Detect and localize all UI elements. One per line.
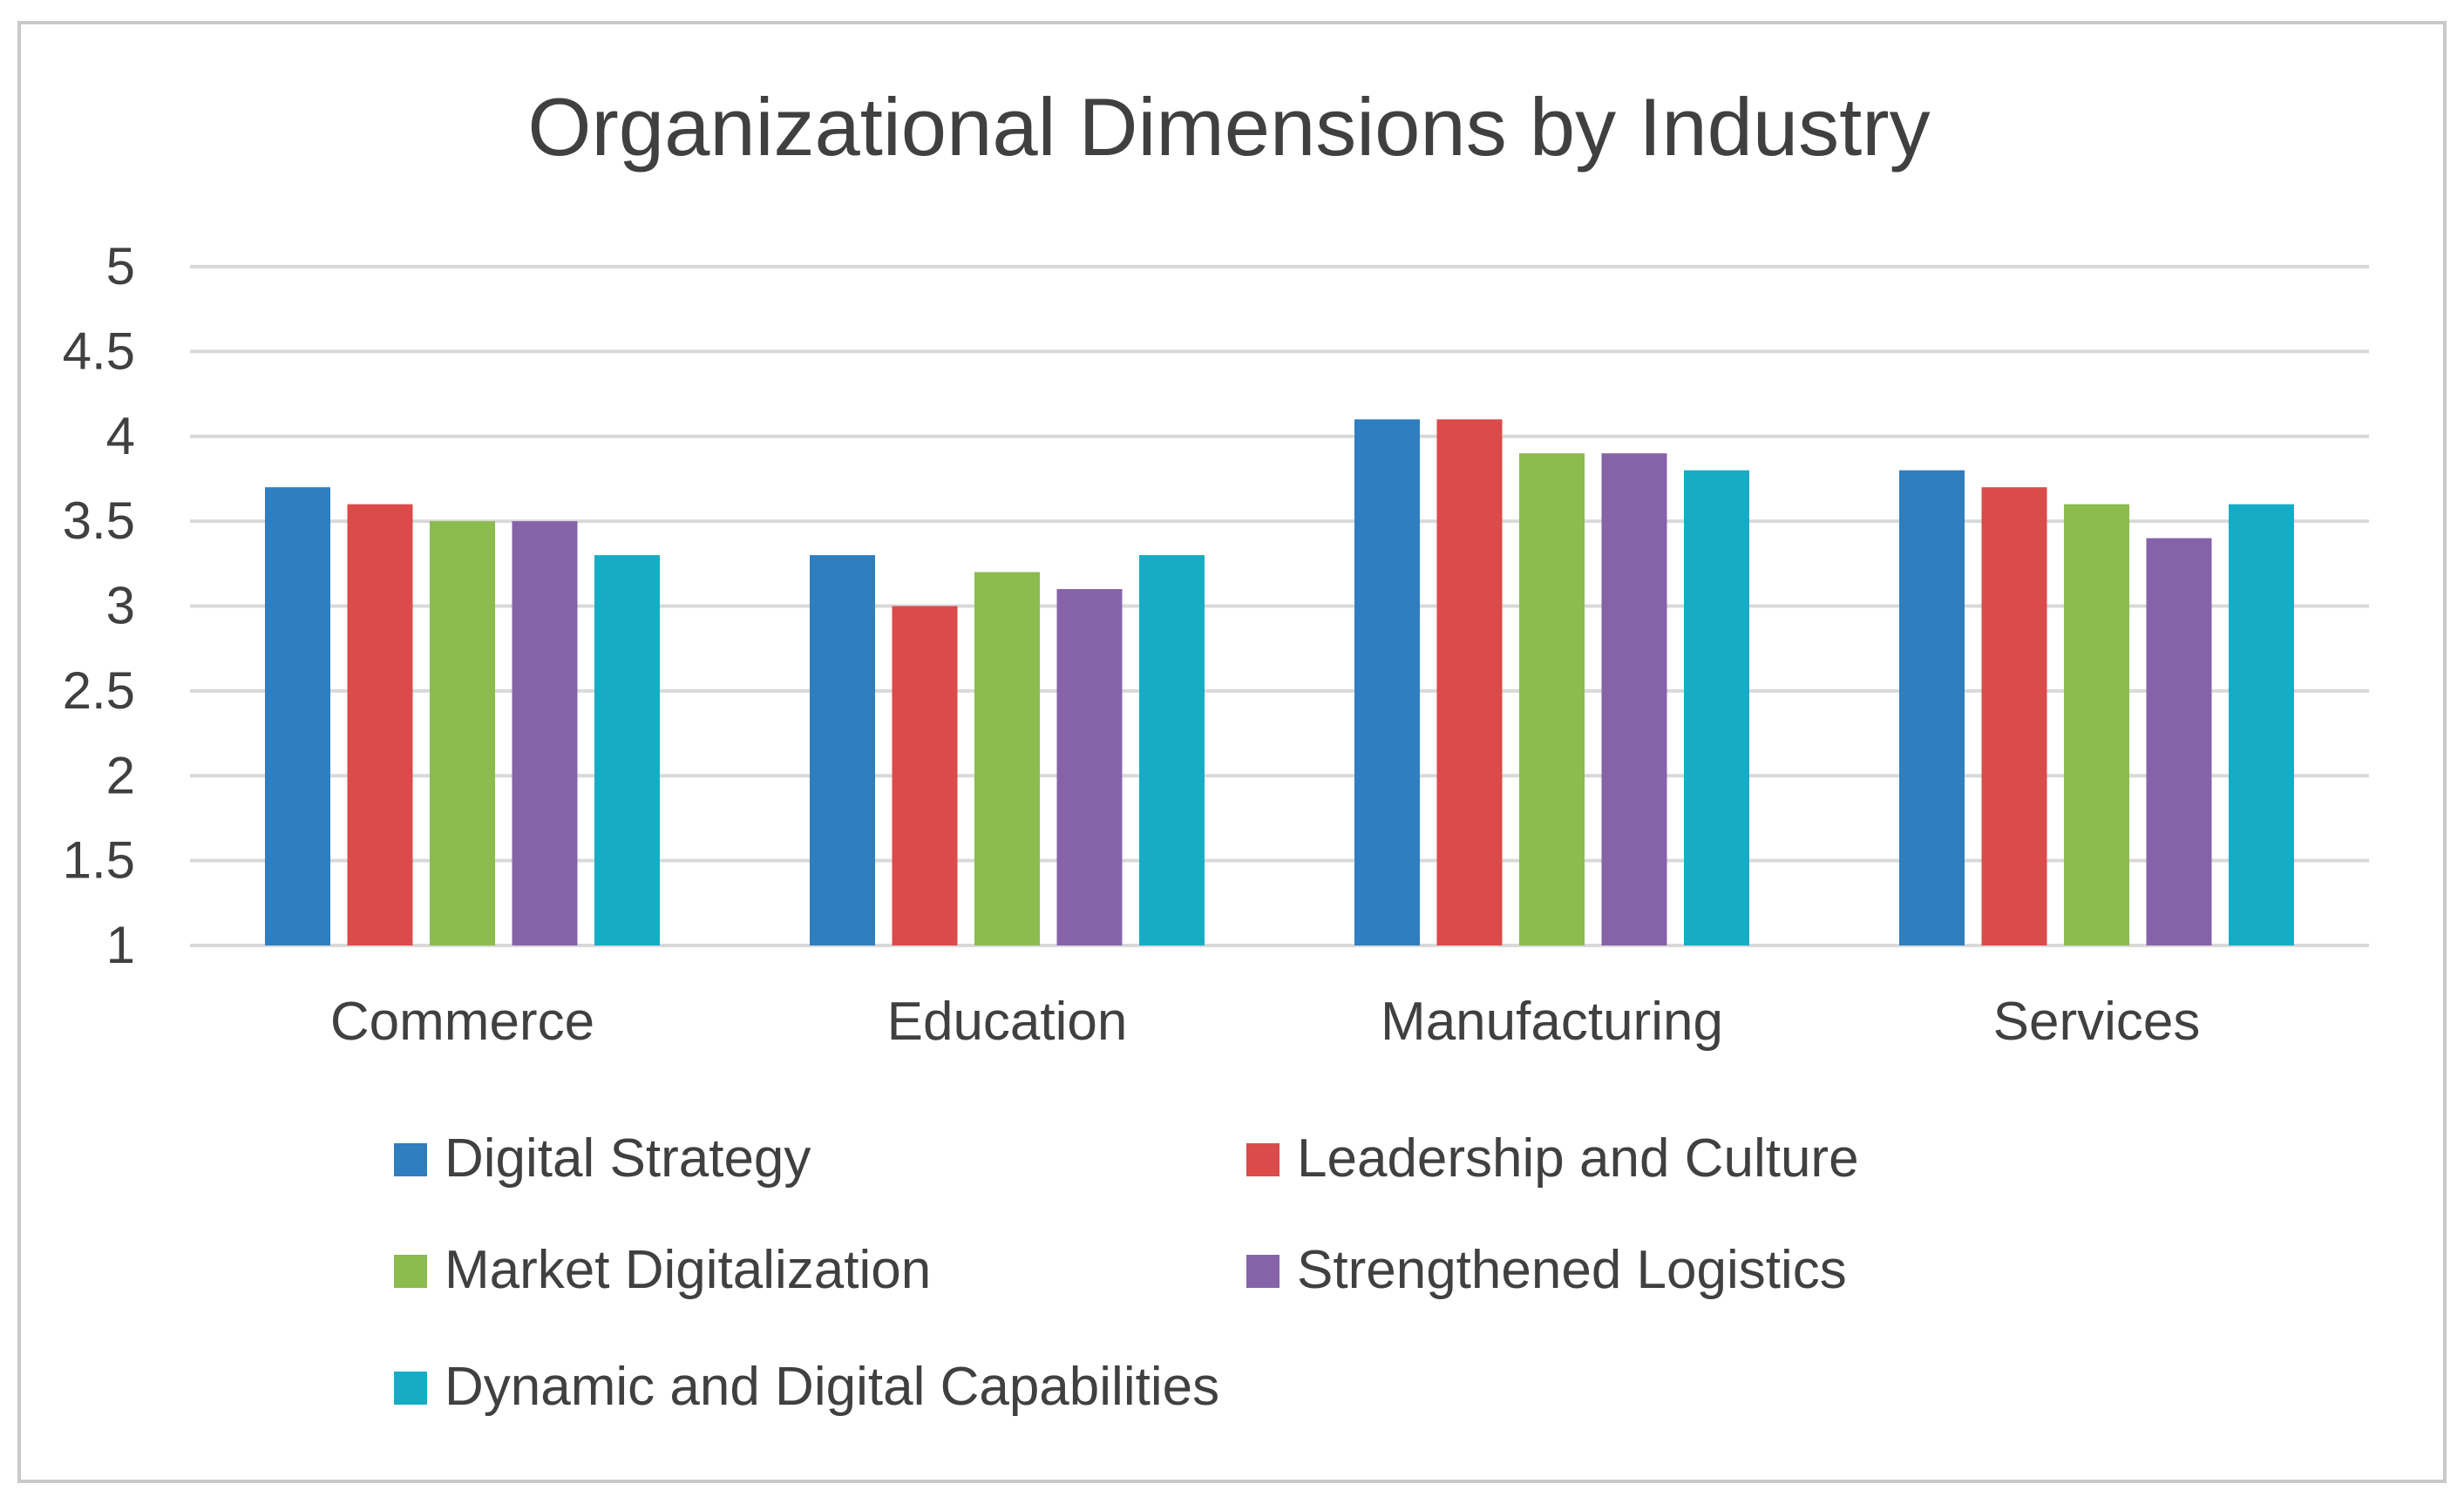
bar-leadership-and-culture-manufacturing (1436, 419, 1503, 945)
bars (265, 419, 2294, 945)
bar-digital-strategy-commerce (265, 487, 330, 945)
y-axis-ticks: 1 1.5 2 2.5 3 3.5 4 4.5 5 (63, 237, 135, 974)
legend-item: Leadership and Culture (1246, 1128, 1859, 1189)
bar-leadership-and-culture-commerce (347, 504, 413, 945)
y-tick-label: 4.5 (63, 322, 135, 380)
legend-label: Market Digitalization (445, 1240, 931, 1300)
bar-leadership-and-culture-education (892, 606, 958, 945)
legend-item: Strengthened Logistics (1246, 1240, 1847, 1300)
x-category-label: Commerce (330, 992, 594, 1052)
bar-market-digitalization-commerce (430, 521, 495, 945)
y-tick-label: 1 (106, 916, 135, 974)
y-tick-label: 1.5 (63, 831, 135, 890)
legend-swatch (394, 1143, 427, 1176)
legend-label: Digital Strategy (445, 1128, 811, 1189)
legend-item: Digital Strategy (394, 1128, 811, 1189)
y-tick-label: 5 (106, 237, 135, 295)
legend: Digital Strategy Leadership and Culture Ma… (394, 1128, 1859, 1417)
legend-item: Market Digitalization (394, 1240, 931, 1300)
bar-market-digitalization-manufacturing (1519, 453, 1585, 945)
bar-market-digitalization-education (974, 572, 1040, 945)
y-tick-label: 4 (106, 407, 135, 465)
bar-leadership-and-culture-services (1981, 487, 2047, 945)
legend-swatch (1246, 1143, 1280, 1176)
bar-strengthened-logistics-manufacturing (1601, 453, 1667, 945)
x-category-label: Services (1993, 992, 2201, 1052)
bar-strengthened-logistics-commerce (512, 521, 578, 945)
y-tick-label: 2.5 (63, 661, 135, 720)
y-tick-label: 3 (106, 577, 135, 635)
y-tick-label: 3.5 (63, 491, 135, 550)
legend-item: Dynamic and Digital Capabilities (394, 1357, 1219, 1417)
legend-swatch (394, 1372, 427, 1405)
x-axis-categories: Commerce Education Manufacturing Services (330, 992, 2200, 1052)
bar-strengthened-logistics-services (2146, 538, 2212, 945)
bar-dynamic-and-digital-capabilities-services (2229, 504, 2294, 945)
bar-dynamic-and-digital-capabilities-education (1139, 555, 1205, 945)
legend-swatch (394, 1255, 427, 1288)
legend-swatch (1246, 1255, 1280, 1288)
bar-digital-strategy-manufacturing (1354, 419, 1420, 945)
bar-market-digitalization-services (2064, 504, 2129, 945)
y-tick-label: 2 (106, 746, 135, 804)
legend-label: Dynamic and Digital Capabilities (445, 1357, 1219, 1417)
legend-label: Strengthened Logistics (1297, 1240, 1847, 1300)
x-category-label: Manufacturing (1381, 992, 1723, 1052)
bar-dynamic-and-digital-capabilities-manufacturing (1684, 470, 1749, 945)
bar-dynamic-and-digital-capabilities-commerce (594, 555, 660, 945)
legend-label: Leadership and Culture (1297, 1128, 1859, 1189)
x-category-label: Education (887, 992, 1128, 1052)
bar-digital-strategy-services (1899, 470, 1965, 945)
bar-digital-strategy-education (810, 555, 875, 945)
bar-strengthened-logistics-education (1056, 589, 1123, 945)
chart-title: Organizational Dimensions by Industry (527, 81, 1930, 173)
